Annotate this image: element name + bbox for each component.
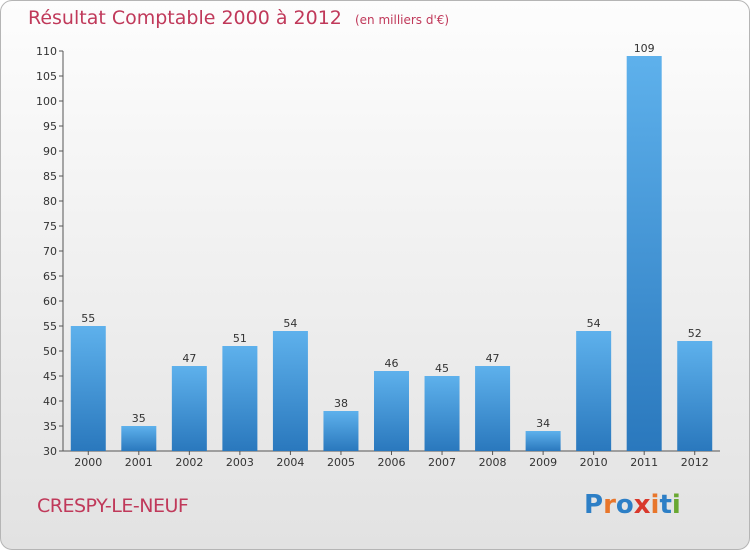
y-tick-label: 85 <box>43 170 57 183</box>
proxiti-logo[interactable]: Proxiti <box>584 490 681 520</box>
x-tick-label-2005: 2005 <box>327 456 355 469</box>
y-tick-label: 105 <box>36 70 57 83</box>
x-tick-label-2008: 2008 <box>479 456 507 469</box>
y-tick-label: 50 <box>43 345 57 358</box>
chart-title-block: Résultat Comptable 2000 à 2012 (en milli… <box>28 7 449 29</box>
data-label-2012: 52 <box>688 327 702 340</box>
x-tick-label-2001: 2001 <box>125 456 153 469</box>
y-tick-label: 65 <box>43 270 57 283</box>
y-tick-label: 55 <box>43 320 57 333</box>
y-tick-label: 95 <box>43 120 57 133</box>
bar-2003[interactable] <box>222 346 258 451</box>
bar-2005[interactable] <box>323 411 359 451</box>
y-tick-label: 100 <box>36 95 57 108</box>
x-tick-label-2000: 2000 <box>74 456 102 469</box>
y-tick-label: 110 <box>36 45 57 58</box>
x-tick-label-2012: 2012 <box>681 456 709 469</box>
data-label-2002: 47 <box>182 352 196 365</box>
bar-2010[interactable] <box>576 331 612 451</box>
data-label-2000: 55 <box>81 312 95 325</box>
bar-2008[interactable] <box>475 366 511 451</box>
bar-2002[interactable] <box>171 366 207 451</box>
chart-subtitle: (en milliers d'€) <box>354 13 450 27</box>
bar-2001[interactable] <box>121 426 157 451</box>
bar-2011[interactable] <box>626 56 662 451</box>
bar-2007[interactable] <box>424 376 460 451</box>
data-label-2011: 109 <box>634 42 655 55</box>
x-tick-label-2006: 2006 <box>378 456 406 469</box>
y-tick-label: 70 <box>43 245 57 258</box>
data-label-2005: 38 <box>334 397 348 410</box>
x-tick-label-2011: 2011 <box>630 456 658 469</box>
data-label-2004: 54 <box>283 317 297 330</box>
y-tick-label: 90 <box>43 145 57 158</box>
bar-2000[interactable] <box>70 326 106 451</box>
data-label-2009: 34 <box>536 417 550 430</box>
bar-2006[interactable] <box>374 371 409 451</box>
x-tick-label-2009: 2009 <box>529 456 557 469</box>
x-tick-label-2010: 2010 <box>580 456 608 469</box>
y-tick-label: 35 <box>43 420 57 433</box>
chart-title: Résultat Comptable 2000 à 2012 <box>28 7 342 29</box>
data-label-2003: 51 <box>233 332 247 345</box>
commune-name: CRESPY-LE-NEUF <box>37 495 189 517</box>
data-label-2010: 54 <box>587 317 601 330</box>
bar-2004[interactable] <box>272 331 308 451</box>
y-tick-label: 60 <box>43 295 57 308</box>
y-tick-label: 30 <box>43 445 57 458</box>
data-label-2008: 47 <box>486 352 500 365</box>
data-label-2007: 45 <box>435 362 449 375</box>
x-tick-label-2007: 2007 <box>428 456 456 469</box>
y-tick-label: 45 <box>43 370 57 383</box>
x-tick-label-2002: 2002 <box>175 456 203 469</box>
x-tick-label-2004: 2004 <box>276 456 304 469</box>
y-tick-label: 80 <box>43 195 57 208</box>
y-tick-label: 75 <box>43 220 57 233</box>
data-label-2001: 35 <box>132 412 146 425</box>
bar-2012[interactable] <box>677 341 713 451</box>
x-tick-label-2003: 2003 <box>226 456 254 469</box>
data-label-2006: 46 <box>385 357 399 370</box>
bar-2009[interactable] <box>525 431 561 451</box>
y-tick-label: 40 <box>43 395 57 408</box>
